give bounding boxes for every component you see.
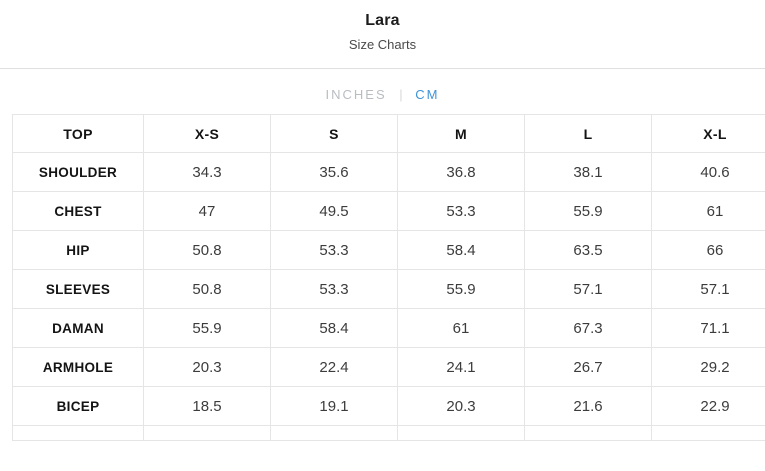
size-value-cell: 53.3 [270, 230, 398, 270]
size-value-cell: 57.1 [651, 269, 765, 309]
size-value-cell: 36.8 [397, 152, 525, 192]
table-row-hip: HIP 50.8 53.3 58.4 63.5 66 [12, 230, 765, 270]
row-label: SLEEVES [12, 269, 144, 309]
size-value-cell: 57.1 [524, 269, 652, 309]
size-value-cell: 49.5 [270, 191, 398, 231]
size-value-cell: 22.9 [651, 386, 765, 426]
size-chart-table: TOP X-S S M L X-L SHOULDER 34.3 35.6 36.… [12, 114, 765, 441]
empty-cell [270, 425, 398, 441]
size-value-cell: 29.2 [651, 347, 765, 387]
unit-option-inches[interactable]: INCHES [325, 87, 387, 102]
size-value-cell: 67.3 [524, 308, 652, 348]
column-header-xl: X-L [651, 114, 765, 153]
table-row-bicep: BICEP 18.5 19.1 20.3 21.6 22.9 [12, 386, 765, 426]
size-value-cell: 20.3 [143, 347, 271, 387]
table-row-empty [12, 425, 765, 441]
column-header-m: M [397, 114, 525, 153]
row-label: BICEP [12, 386, 144, 426]
chart-header: Lara Size Charts [0, 0, 765, 52]
row-label: HIP [12, 230, 144, 270]
size-value-cell: 21.6 [524, 386, 652, 426]
empty-cell [143, 425, 271, 441]
table-row-shoulder: SHOULDER 34.3 35.6 36.8 38.1 40.6 [12, 152, 765, 192]
size-value-cell: 50.8 [143, 269, 271, 309]
size-value-cell: 40.6 [651, 152, 765, 192]
size-value-cell: 55.9 [397, 269, 525, 309]
table-row-chest: CHEST 47 49.5 53.3 55.9 61 [12, 191, 765, 231]
unit-option-cm[interactable]: CM [415, 87, 440, 102]
row-label: ARMHOLE [12, 347, 144, 387]
size-value-cell: 55.9 [524, 191, 652, 231]
row-label: CHEST [12, 191, 144, 231]
size-value-cell: 61 [651, 191, 765, 231]
size-value-cell: 63.5 [524, 230, 652, 270]
unit-separator: | [399, 87, 403, 102]
row-label: SHOULDER [12, 152, 144, 192]
page-subtitle: Size Charts [348, 37, 417, 52]
unit-toggle: INCHES | CM [0, 87, 765, 102]
size-value-cell: 66 [651, 230, 765, 270]
size-value-cell: 53.3 [397, 191, 525, 231]
size-value-cell: 47 [143, 191, 271, 231]
header-divider [0, 68, 765, 69]
size-value-cell: 50.8 [143, 230, 271, 270]
size-value-cell: 53.3 [270, 269, 398, 309]
column-header-xs: X-S [143, 114, 271, 153]
empty-cell [524, 425, 652, 441]
column-header-top: TOP [12, 114, 144, 153]
size-value-cell: 19.1 [270, 386, 398, 426]
size-value-cell: 58.4 [397, 230, 525, 270]
row-label: DAMAN [12, 308, 144, 348]
size-value-cell: 38.1 [524, 152, 652, 192]
table-row-daman: DAMAN 55.9 58.4 61 67.3 71.1 [12, 308, 765, 348]
size-value-cell: 18.5 [143, 386, 271, 426]
size-value-cell: 24.1 [397, 347, 525, 387]
size-value-cell: 61 [397, 308, 525, 348]
column-header-l: L [524, 114, 652, 153]
size-value-cell: 58.4 [270, 308, 398, 348]
size-value-cell: 20.3 [397, 386, 525, 426]
size-value-cell: 71.1 [651, 308, 765, 348]
page-title: Lara [365, 12, 400, 29]
empty-cell [397, 425, 525, 441]
table-row-armhole: ARMHOLE 20.3 22.4 24.1 26.7 29.2 [12, 347, 765, 387]
size-value-cell: 35.6 [270, 152, 398, 192]
table-row-sleeves: SLEEVES 50.8 53.3 55.9 57.1 57.1 [12, 269, 765, 309]
size-value-cell: 55.9 [143, 308, 271, 348]
size-chart-table-container: TOP X-S S M L X-L SHOULDER 34.3 35.6 36.… [12, 114, 765, 441]
empty-cell [12, 425, 144, 441]
empty-cell [651, 425, 765, 441]
size-value-cell: 22.4 [270, 347, 398, 387]
size-value-cell: 34.3 [143, 152, 271, 192]
column-header-s: S [270, 114, 398, 153]
table-header-row: TOP X-S S M L X-L [12, 114, 765, 153]
size-value-cell: 26.7 [524, 347, 652, 387]
